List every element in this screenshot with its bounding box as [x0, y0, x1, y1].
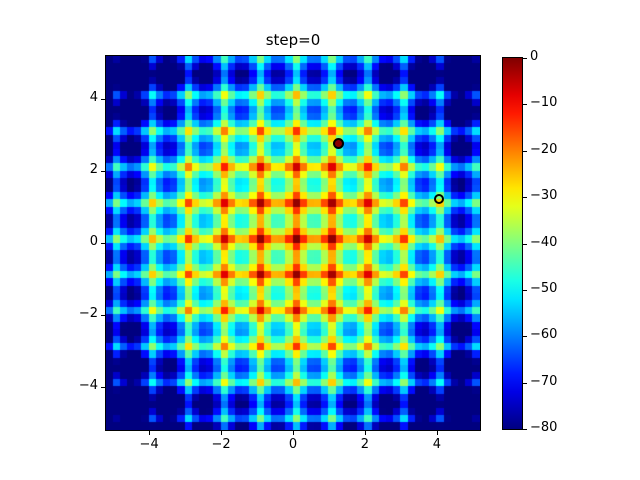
y-tick-mark	[101, 171, 105, 173]
y-tick-label: 4	[89, 90, 98, 106]
colorbar-tick-mark	[523, 197, 527, 199]
colorbar-gradient	[503, 58, 522, 429]
colorbar	[502, 57, 523, 430]
colorbar-tick-mark	[523, 289, 527, 291]
colorbar-tick-label: −30	[530, 188, 558, 204]
y-tick-label: −2	[78, 305, 98, 321]
x-tick-mark	[221, 431, 223, 435]
colorbar-tick-label: −80	[530, 420, 558, 435]
x-tick-label: 4	[432, 437, 441, 452]
y-tick-mark	[101, 314, 105, 316]
y-tick-label: 2	[89, 162, 98, 178]
x-tick-label: 0	[288, 437, 298, 452]
heatmap-image	[106, 56, 480, 430]
x-tick-mark	[293, 431, 294, 435]
colorbar-tick-mark	[523, 150, 527, 152]
colorbar-tick-label: −50	[530, 280, 558, 296]
x-tick-mark	[436, 431, 438, 435]
x-tick-label: −4	[139, 437, 159, 452]
colorbar-tick-mark	[523, 104, 527, 106]
y-tick-label: −4	[78, 377, 98, 393]
x-tick-label: 2	[360, 437, 370, 452]
colorbar-tick-label: −10	[530, 95, 558, 111]
x-tick-label: −2	[211, 437, 231, 452]
colorbar-tick-label: 0	[530, 49, 539, 64]
colorbar-tick-mark	[523, 58, 527, 59]
scatter-open-marker	[433, 194, 444, 205]
x-tick-mark	[149, 431, 151, 435]
colorbar-tick-label: −60	[530, 327, 558, 343]
colorbar-tick-mark	[523, 336, 527, 338]
colorbar-tick-label: −70	[530, 373, 558, 389]
colorbar-tick-mark	[523, 429, 527, 430]
y-tick-label: 0	[89, 234, 98, 249]
y-tick-mark	[101, 243, 105, 244]
y-tick-mark	[101, 99, 105, 101]
x-tick-mark	[364, 431, 366, 435]
colorbar-tick-mark	[523, 382, 527, 384]
colorbar-tick-label: −40	[530, 234, 558, 250]
scatter-filled-marker	[333, 138, 345, 150]
y-tick-mark	[101, 386, 105, 388]
plot-area	[105, 55, 481, 431]
chart-title: step=0	[265, 31, 321, 49]
colorbar-tick-label: −20	[530, 141, 558, 157]
colorbar-tick-mark	[523, 243, 527, 245]
